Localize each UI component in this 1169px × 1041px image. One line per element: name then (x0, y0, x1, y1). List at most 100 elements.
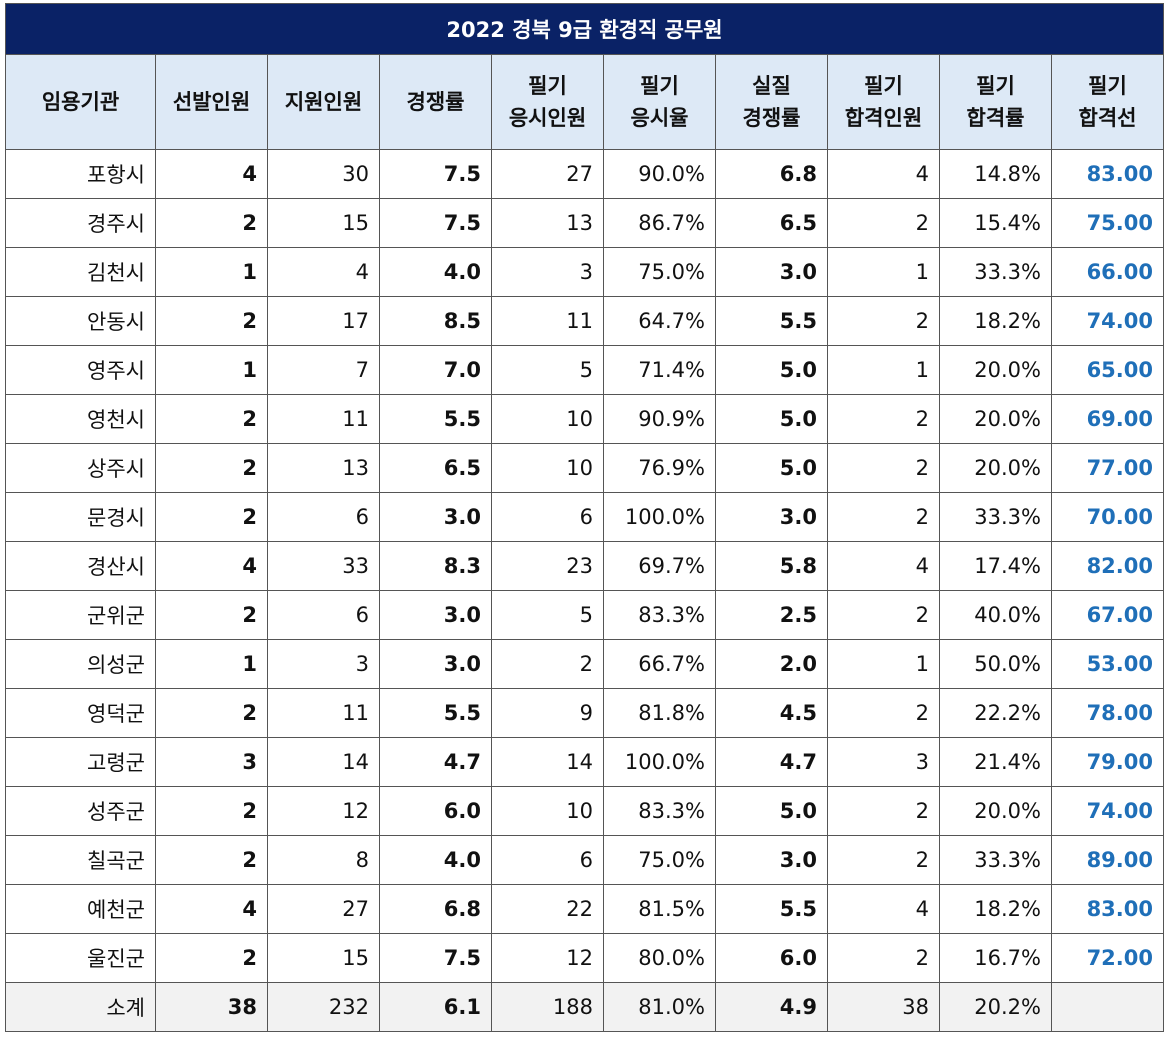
cell-competition: 3.0 (379, 639, 492, 689)
cell-applicants: 27 (267, 884, 380, 934)
cell-exam-takers: 9 (491, 688, 604, 738)
cell-real-competition: 5.0 (715, 786, 828, 836)
cell-selected: 2 (155, 443, 268, 493)
cell-passed: 2 (827, 198, 940, 248)
cell-attendance-rate: 83.3% (603, 786, 716, 836)
cell-selected: 2 (155, 688, 268, 738)
cell-pass-rate: 18.2% (939, 296, 1052, 346)
cell-passed: 3 (827, 737, 940, 787)
cell-applicants: 6 (267, 590, 380, 640)
cell-applicants: 33 (267, 541, 380, 591)
header-agency: 임용기관 (5, 54, 156, 150)
table-row: 경주시 2 15 7.5 13 86.7% 6.5 2 15.4% 75.00 (5, 198, 1164, 248)
cell-cutoff: 65.00 (1051, 345, 1164, 395)
cell-competition: 8.3 (379, 541, 492, 591)
cell-applicants: 12 (267, 786, 380, 836)
cell-pass-rate: 40.0% (939, 590, 1052, 640)
cell-cutoff: 53.00 (1051, 639, 1164, 689)
cell-pass-rate: 21.4% (939, 737, 1052, 787)
table-row: 의성군 1 3 3.0 2 66.7% 2.0 1 50.0% 53.00 (5, 639, 1164, 689)
cell-pass-rate: 16.7% (939, 933, 1052, 983)
exam-results-table: 2022 경북 9급 환경직 공무원 임용기관 선발인원 지원인원 경쟁률 필기… (5, 3, 1164, 1032)
header-attendance-rate: 필기 응시율 (603, 54, 716, 150)
cell-pass-rate: 14.8% (939, 149, 1052, 199)
cell-attendance-rate: 76.9% (603, 443, 716, 493)
cell-agency: 고령군 (5, 737, 156, 787)
cell-attendance-rate: 81.0% (603, 982, 716, 1032)
cell-competition: 5.5 (379, 688, 492, 738)
cell-selected: 4 (155, 884, 268, 934)
cell-agency: 예천군 (5, 884, 156, 934)
cell-real-competition: 4.5 (715, 688, 828, 738)
table-row: 영덕군 2 11 5.5 9 81.8% 4.5 2 22.2% 78.00 (5, 688, 1164, 738)
header-applicants: 지원인원 (267, 54, 380, 150)
cell-cutoff (1051, 982, 1164, 1032)
cell-agency: 성주군 (5, 786, 156, 836)
header-real-competition: 실질 경쟁률 (715, 54, 828, 150)
cell-applicants: 13 (267, 443, 380, 493)
cell-cutoff: 75.00 (1051, 198, 1164, 248)
cell-real-competition: 4.9 (715, 982, 828, 1032)
cell-competition: 4.0 (379, 835, 492, 885)
cell-selected: 4 (155, 149, 268, 199)
table-row: 성주군 2 12 6.0 10 83.3% 5.0 2 20.0% 74.00 (5, 786, 1164, 836)
header-competition: 경쟁률 (379, 54, 492, 150)
cell-exam-takers: 2 (491, 639, 604, 689)
cell-exam-takers: 13 (491, 198, 604, 248)
cell-pass-rate: 18.2% (939, 884, 1052, 934)
cell-passed: 2 (827, 296, 940, 346)
cell-selected: 4 (155, 541, 268, 591)
cell-real-competition: 6.8 (715, 149, 828, 199)
cell-exam-takers: 6 (491, 492, 604, 542)
cell-attendance-rate: 100.0% (603, 492, 716, 542)
table-row: 경산시 4 33 8.3 23 69.7% 5.8 4 17.4% 82.00 (5, 541, 1164, 591)
cell-selected: 3 (155, 737, 268, 787)
cell-competition: 6.0 (379, 786, 492, 836)
cell-selected: 2 (155, 933, 268, 983)
cell-competition: 8.5 (379, 296, 492, 346)
cell-exam-takers: 10 (491, 443, 604, 493)
cell-agency: 경주시 (5, 198, 156, 248)
cell-passed: 2 (827, 394, 940, 444)
cell-attendance-rate: 75.0% (603, 247, 716, 297)
header-selected: 선발인원 (155, 54, 268, 150)
cell-passed: 1 (827, 639, 940, 689)
cell-real-competition: 2.5 (715, 590, 828, 640)
cell-competition: 4.7 (379, 737, 492, 787)
cell-selected: 38 (155, 982, 268, 1032)
cell-exam-takers: 5 (491, 590, 604, 640)
cell-attendance-rate: 71.4% (603, 345, 716, 395)
cell-pass-rate: 20.2% (939, 982, 1052, 1032)
cell-exam-takers: 12 (491, 933, 604, 983)
cell-passed: 2 (827, 443, 940, 493)
table-title: 2022 경북 9급 환경직 공무원 (5, 3, 1164, 55)
cell-exam-takers: 3 (491, 247, 604, 297)
table-body: 포항시 4 30 7.5 27 90.0% 6.8 4 14.8% 83.00 경주시 2 15 7.5 1… (5, 149, 1164, 1032)
cell-applicants: 232 (267, 982, 380, 1032)
cell-real-competition: 2.0 (715, 639, 828, 689)
cell-applicants: 14 (267, 737, 380, 787)
cell-selected: 2 (155, 394, 268, 444)
cell-real-competition: 5.5 (715, 884, 828, 934)
cell-cutoff: 79.00 (1051, 737, 1164, 787)
cell-real-competition: 5.5 (715, 296, 828, 346)
cell-cutoff: 67.00 (1051, 590, 1164, 640)
table-row: 예천군 4 27 6.8 22 81.5% 5.5 4 18.2% 83.00 (5, 884, 1164, 934)
cell-competition: 7.0 (379, 345, 492, 395)
cell-agency: 안동시 (5, 296, 156, 346)
cell-competition: 5.5 (379, 394, 492, 444)
cell-pass-rate: 20.0% (939, 786, 1052, 836)
cell-pass-rate: 20.0% (939, 443, 1052, 493)
cell-selected: 2 (155, 835, 268, 885)
cell-cutoff: 78.00 (1051, 688, 1164, 738)
cell-competition: 7.5 (379, 149, 492, 199)
cell-passed: 4 (827, 541, 940, 591)
cell-pass-rate: 20.0% (939, 394, 1052, 444)
cell-pass-rate: 33.3% (939, 247, 1052, 297)
cell-cutoff: 82.00 (1051, 541, 1164, 591)
cell-cutoff: 72.00 (1051, 933, 1164, 983)
cell-agency: 칠곡군 (5, 835, 156, 885)
table-row: 영천시 2 11 5.5 10 90.9% 5.0 2 20.0% 69.00 (5, 394, 1164, 444)
cell-pass-rate: 50.0% (939, 639, 1052, 689)
header-exam-takers: 필기 응시인원 (491, 54, 604, 150)
